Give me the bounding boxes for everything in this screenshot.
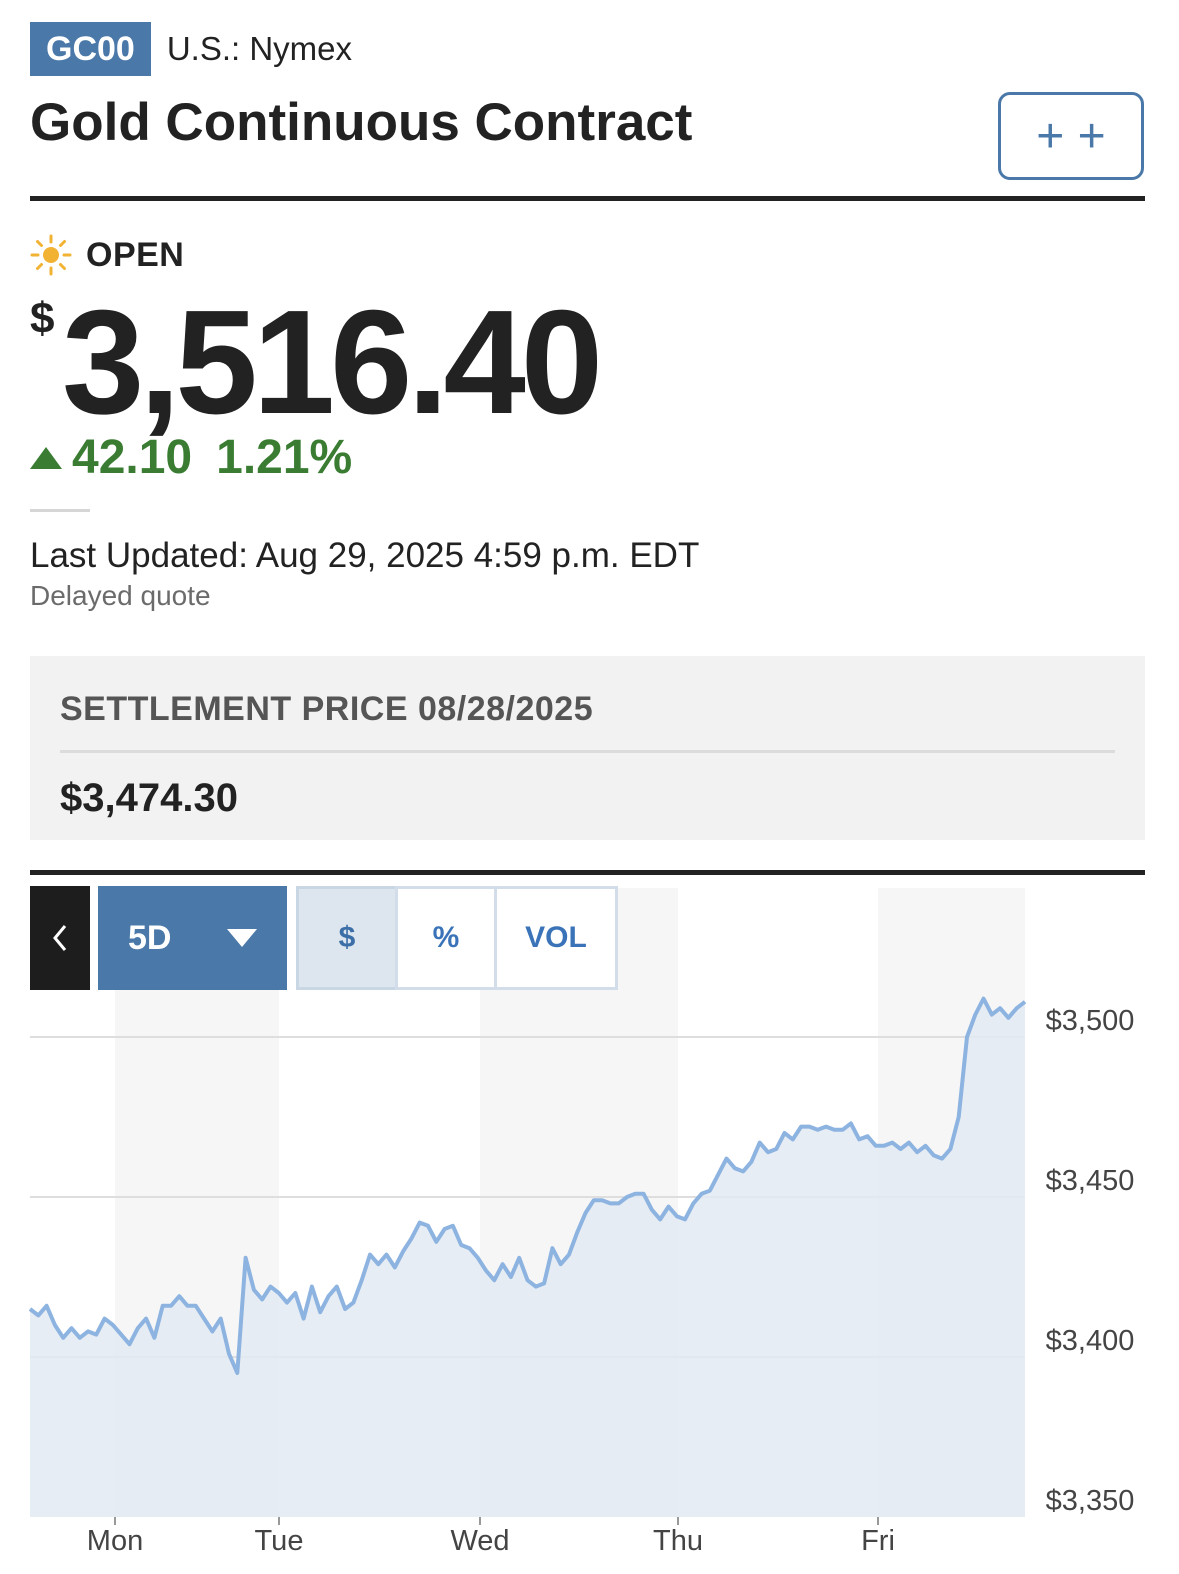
up-arrow-icon — [30, 446, 62, 469]
toggle-volume[interactable]: VOL — [494, 886, 618, 990]
last-price: 3,516.40 — [62, 280, 603, 445]
watchlist-label: + + — [1036, 109, 1106, 163]
range-selector[interactable]: 5D — [98, 886, 287, 990]
x-tick-label: Mon — [87, 1525, 143, 1557]
currency-symbol: $ — [30, 294, 55, 343]
chevron-down-icon — [227, 929, 257, 947]
x-tick-label: Fri — [861, 1525, 895, 1557]
range-label: 5D — [128, 918, 172, 957]
chevron-left-icon — [53, 925, 67, 951]
ticker-badge[interactable]: GC00 — [30, 22, 151, 76]
price-area — [30, 998, 1025, 1517]
settlement-value: $3,474.30 — [60, 776, 238, 820]
price-change: 42.10 1.21% — [30, 430, 352, 485]
x-tick-label: Tue — [255, 1525, 304, 1557]
toggle-dollar[interactable]: $ — [296, 886, 398, 990]
ticker-row: GC00 U.S.: Nymex — [30, 22, 352, 76]
chart-divider — [30, 870, 1145, 875]
exchange-label: U.S.: Nymex — [166, 30, 353, 67]
header-divider — [30, 196, 1145, 201]
page-title: Gold Continuous Contract — [30, 93, 693, 152]
change-percent: 1.21% — [216, 431, 353, 484]
chart-back-button[interactable] — [30, 886, 90, 990]
market-status: OPEN — [30, 234, 184, 276]
settlement-panel: SETTLEMENT PRICE 08/28/2025 $3,474.30 — [30, 656, 1145, 840]
y-tick-label: $3,350 — [1046, 1485, 1135, 1517]
divider — [30, 509, 90, 512]
last-updated: Last Updated: Aug 29, 2025 4:59 p.m. EDT — [30, 536, 700, 575]
y-tick-label: $3,500 — [1046, 1005, 1135, 1037]
toggle-percent[interactable]: % — [395, 886, 497, 990]
delayed-note: Delayed quote — [30, 580, 211, 611]
settlement-divider — [60, 750, 1115, 753]
add-to-watchlist-button[interactable]: + + — [998, 92, 1144, 180]
status-label: OPEN — [86, 235, 185, 274]
change-value: 42.10 — [72, 431, 193, 484]
chart-mode-toggle: $ % VOL — [296, 886, 618, 990]
y-tick-label: $3,450 — [1046, 1165, 1135, 1197]
settlement-label: SETTLEMENT PRICE 08/28/2025 — [60, 690, 594, 728]
y-tick-label: $3,400 — [1046, 1325, 1135, 1357]
x-tick-label: Thu — [653, 1525, 703, 1557]
sun-icon — [30, 234, 72, 276]
x-tick-label: Wed — [450, 1525, 509, 1557]
price-line — [28, 996, 1027, 1375]
